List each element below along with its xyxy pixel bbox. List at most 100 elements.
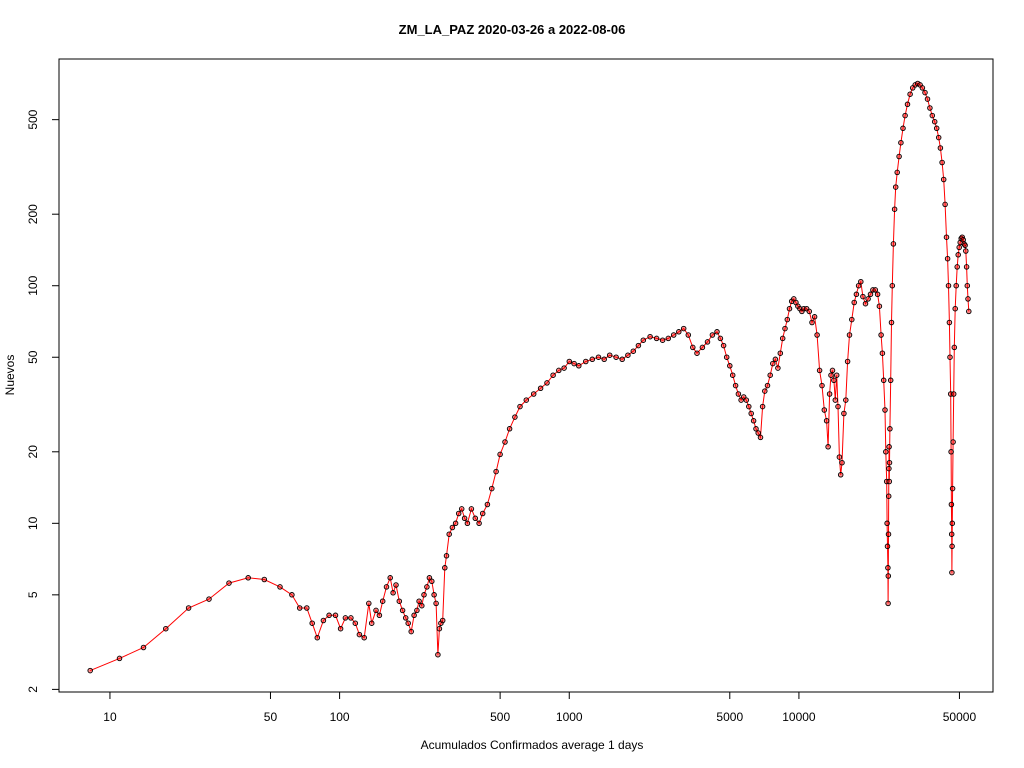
data-point <box>846 332 853 338</box>
x-tick-label: 50000 <box>943 710 977 724</box>
data-point <box>140 644 147 651</box>
data-point <box>777 350 784 356</box>
data-point <box>948 449 954 455</box>
data-point <box>493 468 499 475</box>
data-point <box>886 444 892 450</box>
data-point <box>949 569 955 576</box>
data-point <box>839 459 845 466</box>
data-point <box>296 605 303 611</box>
data-point <box>883 449 889 455</box>
data-point <box>704 339 711 345</box>
data-point <box>408 628 414 635</box>
data-point <box>393 582 399 588</box>
data-point <box>757 434 764 441</box>
y-tick-label: 10 <box>26 516 40 530</box>
data-point <box>653 335 660 342</box>
x-tick-label: 50 <box>264 710 278 724</box>
data-point <box>446 531 452 537</box>
data-point <box>939 159 945 166</box>
data-point <box>479 510 486 517</box>
data-point <box>337 625 344 632</box>
data-point <box>185 605 192 611</box>
data-point <box>630 348 637 354</box>
data-point <box>435 651 441 658</box>
data-point <box>690 344 696 351</box>
chart-title: ZM_LA_PAZ 2020-03-26 a 2022-08-06 <box>398 22 626 37</box>
data-point <box>206 596 212 602</box>
data-point <box>226 580 232 586</box>
data-point <box>949 520 956 527</box>
data-point <box>902 112 908 119</box>
y-tick-label: 20 <box>26 445 40 459</box>
data-point <box>894 169 900 176</box>
data-point <box>762 388 768 394</box>
data-point <box>937 145 944 151</box>
data-point <box>962 242 968 249</box>
data-point <box>806 308 813 315</box>
data-point <box>919 85 926 91</box>
data-point <box>366 600 372 607</box>
data-point <box>419 602 425 609</box>
data-point <box>955 252 961 258</box>
data-point <box>379 598 386 604</box>
data-point <box>849 316 855 323</box>
data-point <box>601 356 607 363</box>
data-point <box>245 575 251 581</box>
data-point <box>814 332 820 338</box>
data-point <box>402 615 409 621</box>
x-axis-label: Acumulados Confirmados average 1 days <box>420 738 644 752</box>
data-point <box>452 520 459 527</box>
data-point <box>723 354 730 360</box>
data-point <box>433 600 439 607</box>
data-point <box>746 403 752 410</box>
data-point <box>886 459 893 466</box>
data-point <box>348 615 354 621</box>
data-point <box>949 543 955 550</box>
data-point <box>951 344 958 351</box>
data-point <box>439 617 446 624</box>
data-point <box>523 397 530 403</box>
data-point <box>431 592 437 598</box>
x-tick-label: 10000 <box>782 710 816 724</box>
data-point <box>387 575 393 581</box>
data-point <box>326 612 332 619</box>
data-point <box>755 430 761 436</box>
data-point <box>709 332 716 338</box>
data-point <box>320 617 327 624</box>
y-tick-label: 5 <box>26 591 40 598</box>
data-point <box>685 332 692 338</box>
data-point <box>589 356 596 363</box>
data-point <box>530 391 537 397</box>
data-point <box>836 454 843 460</box>
data-point <box>860 293 866 300</box>
data-point <box>373 607 379 614</box>
data-point <box>819 382 825 389</box>
data-point <box>837 472 844 478</box>
data-point <box>606 352 613 358</box>
data-point <box>566 358 573 365</box>
data-point <box>512 414 518 420</box>
data-point <box>352 620 359 626</box>
data-point <box>924 96 931 102</box>
data-point <box>964 282 971 289</box>
data-point <box>680 325 687 332</box>
data-point <box>421 592 427 598</box>
data-point <box>732 382 739 389</box>
data-point <box>944 255 951 262</box>
data-point <box>544 380 550 386</box>
data-point <box>786 305 793 312</box>
data-point <box>289 592 295 598</box>
data-point <box>304 605 310 611</box>
data-point <box>835 403 841 410</box>
data-point <box>885 531 892 537</box>
y-tick-label: 200 <box>26 204 40 224</box>
data-point <box>880 377 887 384</box>
data-point <box>502 439 508 445</box>
data-point <box>948 531 955 537</box>
x-tick-label: 100 <box>330 710 350 724</box>
data-point <box>965 296 971 302</box>
data-point <box>571 360 577 367</box>
data-point <box>832 397 839 403</box>
data-point <box>116 655 123 662</box>
